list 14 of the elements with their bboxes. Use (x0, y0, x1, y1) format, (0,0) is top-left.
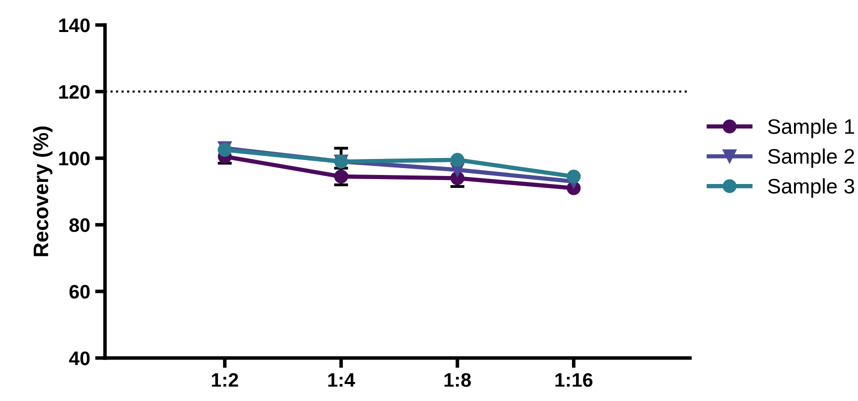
y-axis-title: Recovery (%) (33, 126, 52, 256)
x-tick-label: 1:4 (328, 373, 356, 387)
y-tick-label: 100 (59, 152, 90, 166)
y-tick-label: 40 (69, 351, 90, 366)
x-tick-label: 1:8 (444, 373, 471, 387)
y-tick-label: 120 (59, 85, 90, 99)
x-tick-label: 1:2 (212, 373, 238, 387)
y-tick-label: 140 (59, 18, 90, 32)
x-tick-label: 1:16 (555, 373, 592, 387)
legend-label: Sample 3 (768, 178, 854, 198)
y-tick-label: 60 (70, 284, 90, 299)
y-tick-label: 80 (69, 218, 90, 232)
legend-label: Sample 2 (768, 148, 854, 168)
legend-label: Sample 1 (768, 118, 854, 138)
